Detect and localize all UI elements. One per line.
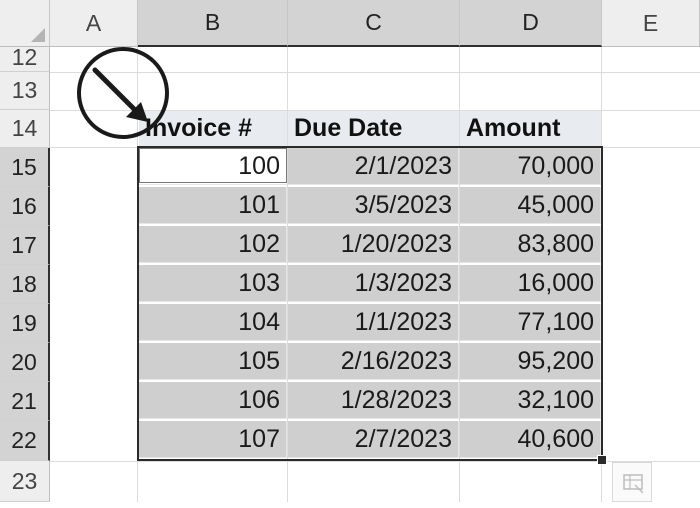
gridline xyxy=(50,72,700,73)
header-amount[interactable]: Amount xyxy=(460,111,601,146)
row-header-23[interactable]: 23 xyxy=(0,461,50,502)
row-header-22[interactable]: 22 xyxy=(0,421,50,461)
row-header-20[interactable]: 20 xyxy=(0,343,50,382)
cell-c18[interactable]: 1/3/2023 xyxy=(288,265,459,302)
cell-c20[interactable]: 2/16/2023 xyxy=(288,343,459,380)
select-all-corner[interactable] xyxy=(0,0,50,47)
header-invoice-number[interactable]: Invoice # xyxy=(139,111,287,146)
cell-d19[interactable]: 77,100 xyxy=(460,304,601,341)
row-header-15[interactable]: 15 xyxy=(0,148,50,187)
cell-c15[interactable]: 2/1/2023 xyxy=(288,148,459,185)
row-header-16[interactable]: 16 xyxy=(0,187,50,226)
column-header-e[interactable]: E xyxy=(602,0,700,47)
gridline xyxy=(50,110,700,111)
cell-b17[interactable]: 102 xyxy=(139,226,287,263)
column-header-a[interactable]: A xyxy=(50,0,138,47)
cell-d21[interactable]: 32,100 xyxy=(460,382,601,419)
cell-b21[interactable]: 106 xyxy=(139,382,287,419)
cell-c21[interactable]: 1/28/2023 xyxy=(288,382,459,419)
cell-b15[interactable]: 100 xyxy=(139,148,287,185)
quick-analysis-icon xyxy=(623,474,644,494)
row-header-18[interactable]: 18 xyxy=(0,265,50,304)
row-header-17[interactable]: 17 xyxy=(0,226,50,265)
cell-b18[interactable]: 103 xyxy=(139,265,287,302)
row-header-14[interactable]: 14 xyxy=(0,110,50,148)
cell-c17[interactable]: 1/20/2023 xyxy=(288,226,459,263)
cell-b16[interactable]: 101 xyxy=(139,187,287,224)
cell-b20[interactable]: 105 xyxy=(139,343,287,380)
gridline xyxy=(287,47,288,502)
column-header-d[interactable]: D xyxy=(460,0,602,47)
gridline xyxy=(459,47,460,502)
cell-c16[interactable]: 3/5/2023 xyxy=(288,187,459,224)
header-due-date[interactable]: Due Date xyxy=(288,111,459,146)
row-header-21[interactable]: 21 xyxy=(0,382,50,421)
cell-d17[interactable]: 83,800 xyxy=(460,226,601,263)
cell-d15[interactable]: 70,000 xyxy=(460,148,601,185)
cell-b19[interactable]: 104 xyxy=(139,304,287,341)
cell-b22[interactable]: 107 xyxy=(139,421,287,458)
row-header-13[interactable]: 13 xyxy=(0,72,50,110)
column-header-b[interactable]: B xyxy=(138,0,288,47)
row-header-19[interactable]: 19 xyxy=(0,304,50,343)
cell-c19[interactable]: 1/1/2023 xyxy=(288,304,459,341)
cell-c22[interactable]: 2/7/2023 xyxy=(288,421,459,458)
row-header-12[interactable]: 12 xyxy=(0,47,50,72)
column-header-c[interactable]: C xyxy=(288,0,460,47)
fill-handle[interactable] xyxy=(597,455,607,465)
gridline xyxy=(50,461,700,462)
cell-d16[interactable]: 45,000 xyxy=(460,187,601,224)
cell-d20[interactable]: 95,200 xyxy=(460,343,601,380)
cell-d18[interactable]: 16,000 xyxy=(460,265,601,302)
cell-d22[interactable]: 40,600 xyxy=(460,421,601,458)
